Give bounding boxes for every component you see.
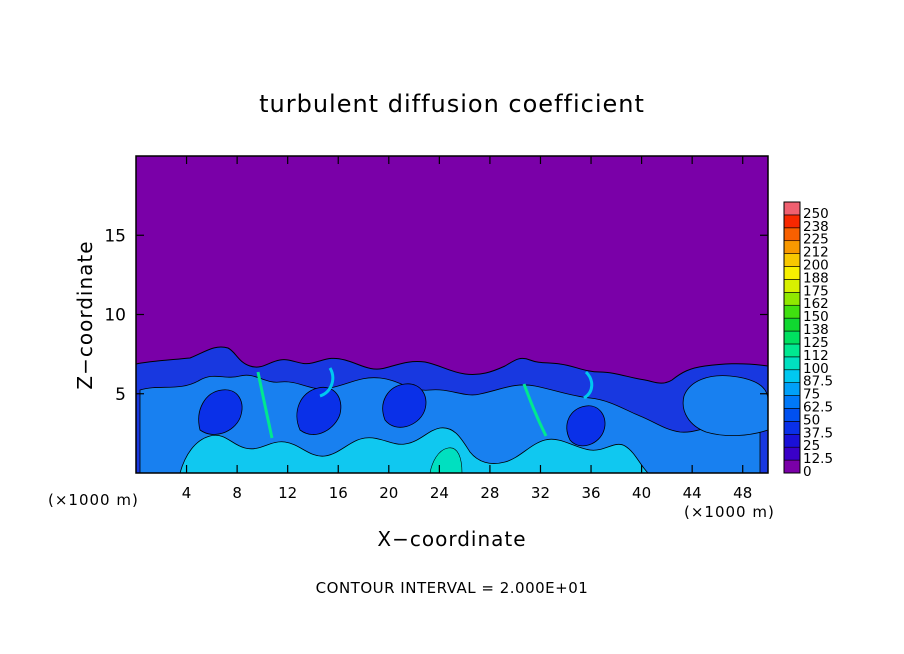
colorbar-label: 112 <box>803 348 829 364</box>
colorbar-label: 87.5 <box>803 374 833 390</box>
colorbar-label: 212 <box>803 245 829 261</box>
colorbar-swatch <box>783 395 801 409</box>
colorbar-swatch <box>783 279 801 293</box>
colorbar-swatch <box>783 240 801 254</box>
colorbar-label: 175 <box>803 283 829 299</box>
x-tick-label: 44 <box>683 484 702 502</box>
y-tick-label: 5 <box>115 385 126 405</box>
y-tick-label: 15 <box>104 226 126 246</box>
colorbar-swatch <box>783 330 801 345</box>
colorbar-label: 12.5 <box>803 451 833 467</box>
vortex-4 <box>566 405 606 447</box>
turbulent-high <box>179 427 649 473</box>
colorbar-label: 200 <box>803 258 829 274</box>
x-tick-label: 8 <box>232 484 242 502</box>
colorbar-swatch <box>783 459 801 474</box>
x-axis-label: X−coordinate <box>377 527 526 551</box>
colorbar-swatch <box>783 292 801 306</box>
turbulent-peak <box>429 447 463 473</box>
turbulence-field <box>136 346 768 473</box>
colorbar-swatch <box>783 446 801 461</box>
x-tick-label: 40 <box>632 484 651 502</box>
colorbar-swatch <box>783 408 801 422</box>
y-axis-label: Z−coordinate <box>73 240 97 389</box>
colorbar-swatch <box>783 421 801 435</box>
x-tick-label: 28 <box>480 484 499 502</box>
filament-1 <box>256 371 274 439</box>
contour-interval-note: CONTOUR INTERVAL = 2.000E+01 <box>316 579 589 597</box>
colorbar: 012.52537.55062.57587.510011212513815016… <box>783 201 833 480</box>
colorbar-swatch <box>783 343 801 358</box>
vortex-3 <box>382 383 427 428</box>
vortex-2 <box>296 386 342 435</box>
x-axis: 4 8 12 16 20 24 28 32 36 40 44 48 <box>182 156 752 502</box>
colorbar-label: 138 <box>803 322 829 338</box>
colorbar-swatch <box>783 382 801 396</box>
colorbar-swatch <box>783 214 801 229</box>
colorbar-swatch <box>783 369 801 383</box>
colorbar-label: 75 <box>803 387 820 403</box>
x-tick-label: 16 <box>329 484 348 502</box>
colorbar-frame <box>783 201 801 474</box>
colorbar-label: 37.5 <box>803 425 833 441</box>
x-unit-right: (×1000 m) <box>684 503 775 521</box>
vortex-1 <box>198 389 243 435</box>
colorbar-label: 250 <box>803 206 829 222</box>
colorbar-label: 238 <box>803 219 829 235</box>
x-tick-label: 32 <box>531 484 550 502</box>
x-tick-label: 20 <box>379 484 398 502</box>
x-tick-label: 24 <box>430 484 449 502</box>
x-unit-left: (×1000 m) <box>48 491 139 509</box>
chart-title: turbulent diffusion coefficient <box>259 90 645 118</box>
filament-3 <box>319 367 335 398</box>
colorbar-swatch <box>783 253 801 267</box>
colorbar-swatch <box>783 304 801 319</box>
x-tick-label: 48 <box>733 484 752 502</box>
colorbar-label: 125 <box>803 335 829 351</box>
colorbar-label: 188 <box>803 270 829 286</box>
colorbar-label: 162 <box>803 296 829 312</box>
colorbar-swatch <box>783 266 801 280</box>
colorbar-label: 0 <box>803 464 812 480</box>
filament-4 <box>583 370 594 400</box>
colorbar-label: 62.5 <box>803 399 833 415</box>
colorbar-label: 225 <box>803 232 829 248</box>
colorbar-swatch <box>783 227 801 242</box>
x-tick-label: 4 <box>182 484 192 502</box>
x-tick-label: 12 <box>278 484 297 502</box>
colorbar-label: 150 <box>803 309 829 325</box>
y-axis: 5 10 15 <box>104 226 768 405</box>
colorbar-label: 25 <box>803 438 820 454</box>
colorbar-swatch <box>783 356 801 371</box>
colorbar-swatch <box>783 317 801 332</box>
colorbar-swatch <box>783 201 801 216</box>
filament-2 <box>522 383 548 437</box>
y-tick-label: 10 <box>104 306 126 326</box>
colorbar-label: 100 <box>803 361 829 377</box>
right-blob <box>682 375 768 436</box>
x-tick-label: 36 <box>581 484 600 502</box>
colorbar-swatch <box>783 433 801 448</box>
colorbar-label: 50 <box>803 412 820 428</box>
